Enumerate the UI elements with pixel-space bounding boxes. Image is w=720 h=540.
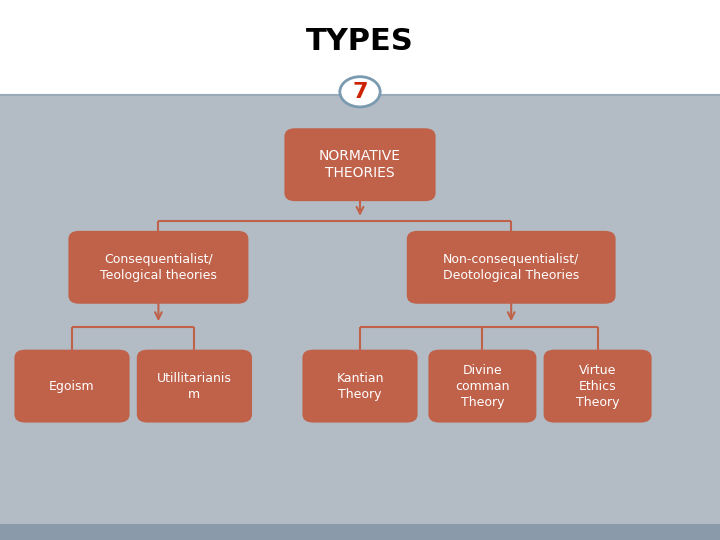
Text: Utillitarianis
m: Utillitarianis m <box>157 372 232 401</box>
FancyBboxPatch shape <box>302 350 418 422</box>
FancyBboxPatch shape <box>68 231 248 303</box>
Circle shape <box>340 77 380 107</box>
Text: Divine
comman
Theory: Divine comman Theory <box>455 363 510 409</box>
Text: NORMATIVE
THEORIES: NORMATIVE THEORIES <box>319 149 401 180</box>
Text: Non-consequentialist/
Deotological Theories: Non-consequentialist/ Deotological Theor… <box>443 253 580 282</box>
FancyBboxPatch shape <box>14 350 130 422</box>
Bar <box>0 524 720 540</box>
Text: Kantian
Theory: Kantian Theory <box>336 372 384 401</box>
FancyBboxPatch shape <box>137 350 252 422</box>
FancyBboxPatch shape <box>284 128 436 201</box>
Text: 7: 7 <box>352 82 368 102</box>
Bar <box>0 0 720 94</box>
FancyBboxPatch shape <box>428 350 536 422</box>
Text: Consequentialist/
Teological theories: Consequentialist/ Teological theories <box>100 253 217 282</box>
Text: TYPES: TYPES <box>306 28 414 56</box>
Text: Virtue
Ethics
Theory: Virtue Ethics Theory <box>576 363 619 409</box>
FancyBboxPatch shape <box>544 350 652 422</box>
Text: Egoism: Egoism <box>49 380 95 393</box>
FancyBboxPatch shape <box>407 231 616 303</box>
